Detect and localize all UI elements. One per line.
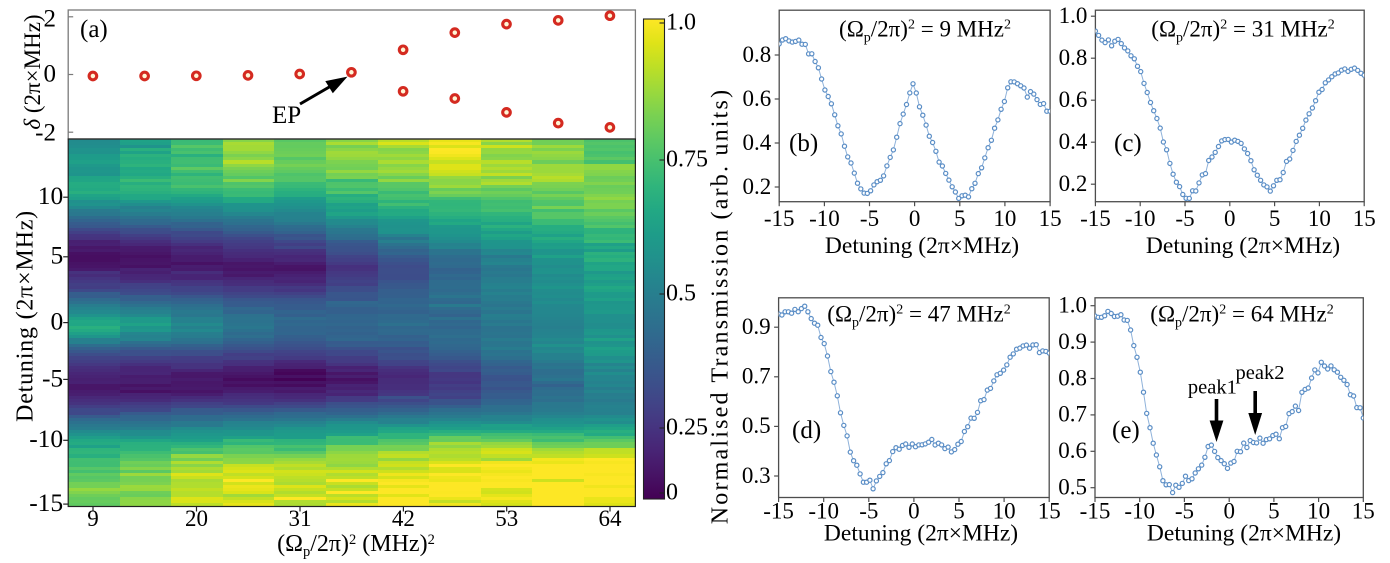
svg-text:-5: -5	[1175, 206, 1194, 231]
svg-text:(d): (d)	[792, 417, 821, 444]
svg-text:-2: -2	[35, 120, 56, 147]
svg-text:0.9: 0.9	[1058, 329, 1087, 354]
svg-text:0.8: 0.8	[1058, 365, 1087, 390]
svg-text:0.2: 0.2	[742, 174, 771, 199]
svg-text:0.6: 0.6	[1058, 438, 1087, 463]
svg-text:10: 10	[1307, 499, 1330, 524]
svg-text:15: 15	[1353, 206, 1376, 231]
svg-text:-15: -15	[1080, 206, 1111, 231]
svg-text:0: 0	[1223, 499, 1235, 524]
svg-text:15: 15	[1039, 206, 1062, 231]
svg-text:5: 5	[50, 241, 63, 270]
svg-text:0.6: 0.6	[742, 86, 771, 111]
svg-text:(a): (a)	[80, 16, 108, 43]
svg-text:(Ωp/2π)2 = 31 MHz2: (Ωp/2π)2 = 31 MHz2	[1151, 17, 1334, 46]
svg-text:0: 0	[50, 306, 63, 335]
svg-text:53: 53	[495, 506, 518, 531]
svg-text:Detuning (2π×MHz): Detuning (2π×MHz)	[825, 233, 1019, 259]
svg-text:-15: -15	[763, 499, 794, 524]
svg-text:(e): (e)	[1112, 417, 1140, 444]
svg-text:EP: EP	[272, 102, 301, 129]
svg-text:0.25: 0.25	[666, 415, 708, 441]
svg-text:-15: -15	[764, 206, 795, 231]
svg-text:0.6: 0.6	[1059, 87, 1088, 112]
svg-text:0.3: 0.3	[742, 463, 771, 488]
svg-text:(Ωp/2π)2 = 47 MHz2: (Ωp/2π)2 = 47 MHz2	[827, 302, 1010, 331]
svg-text:0.8: 0.8	[1059, 45, 1088, 70]
svg-text:5: 5	[953, 499, 965, 524]
svg-text:20: 20	[185, 506, 208, 531]
svg-text:0.4: 0.4	[1059, 129, 1088, 154]
svg-text:10: 10	[1308, 206, 1331, 231]
svg-text:0: 0	[1224, 206, 1236, 231]
svg-text:2: 2	[44, 6, 57, 33]
svg-text:peak2: peak2	[1236, 362, 1285, 384]
svg-text:0: 0	[666, 480, 678, 506]
svg-text:Detuning (2π×MHz): Detuning (2π×MHz)	[1146, 233, 1340, 259]
svg-text:-5: -5	[859, 499, 878, 524]
svg-text:(Ωp/2π)2 (MHz)2: (Ωp/2π)2 (MHz)2	[277, 531, 435, 560]
svg-text:Normalised Transmission (arb.: Normalised Transmission (arb. units)	[708, 88, 734, 525]
svg-text:(b): (b)	[789, 130, 818, 157]
svg-text:5: 5	[1268, 499, 1280, 524]
svg-text:(c): (c)	[1114, 130, 1142, 157]
svg-text:1.0: 1.0	[1058, 292, 1087, 317]
svg-text:0.8: 0.8	[742, 42, 771, 67]
svg-text:5: 5	[954, 206, 966, 231]
svg-text:-10: -10	[29, 424, 63, 453]
svg-text:peak1: peak1	[1188, 377, 1237, 399]
svg-text:5: 5	[1269, 206, 1281, 231]
svg-text:-10: -10	[808, 499, 839, 524]
svg-text:0.75: 0.75	[666, 147, 708, 173]
svg-text:0.2: 0.2	[1059, 171, 1088, 196]
svg-text:10: 10	[38, 181, 64, 210]
svg-text:δ (2π×MHz): δ (2π×MHz)	[20, 14, 45, 129]
svg-text:0.5: 0.5	[1058, 474, 1087, 499]
svg-text:64: 64	[599, 506, 623, 531]
svg-text:-15: -15	[1080, 499, 1111, 524]
svg-text:1.0: 1.0	[666, 10, 696, 36]
svg-text:0.5: 0.5	[742, 413, 771, 438]
svg-text:-5: -5	[1175, 499, 1194, 524]
svg-text:Detuning (2π×MHz): Detuning (2π×MHz)	[1147, 521, 1341, 547]
svg-text:42: 42	[392, 506, 415, 531]
svg-text:10: 10	[993, 206, 1016, 231]
svg-text:0.7: 0.7	[742, 364, 771, 389]
svg-text:-10: -10	[809, 206, 840, 231]
svg-text:-5: -5	[860, 206, 879, 231]
svg-text:15: 15	[1352, 499, 1375, 524]
svg-text:10: 10	[993, 499, 1016, 524]
svg-text:0.5: 0.5	[666, 281, 696, 307]
svg-text:0.9: 0.9	[742, 314, 771, 339]
svg-text:9: 9	[87, 506, 99, 531]
svg-text:-10: -10	[1125, 206, 1156, 231]
svg-text:15: 15	[1038, 499, 1061, 524]
svg-text:-5: -5	[42, 363, 63, 392]
svg-text:0: 0	[44, 61, 57, 88]
svg-text:-10: -10	[1124, 499, 1155, 524]
svg-text:-15: -15	[29, 488, 63, 517]
svg-text:(Ωp/2π)2 = 64 MHz2: (Ωp/2π)2 = 64 MHz2	[1150, 302, 1333, 331]
svg-text:0.4: 0.4	[742, 130, 771, 155]
svg-text:1.0: 1.0	[1059, 3, 1088, 28]
svg-text:0: 0	[909, 206, 921, 231]
svg-text:Detuning (2π×MHz): Detuning (2π×MHz)	[13, 210, 39, 422]
svg-text:0.7: 0.7	[1058, 402, 1087, 427]
svg-text:Detuning (2π×MHz): Detuning (2π×MHz)	[824, 521, 1018, 547]
svg-text:31: 31	[289, 506, 312, 531]
svg-text:0: 0	[908, 499, 920, 524]
